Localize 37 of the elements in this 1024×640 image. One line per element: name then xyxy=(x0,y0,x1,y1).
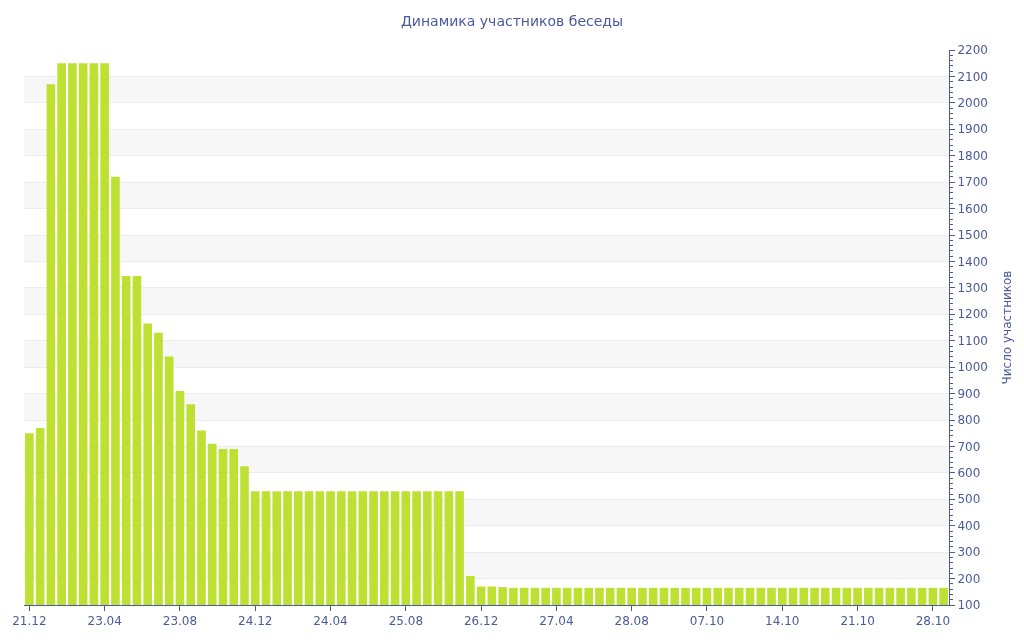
x-tick-label: 25.08 xyxy=(388,614,424,629)
x-tick-label: 23.08 xyxy=(162,614,198,629)
y-tick-label: 1100 xyxy=(957,333,988,348)
y-tick-label: 1000 xyxy=(957,360,988,375)
x-tick-label: 24.04 xyxy=(313,614,348,629)
y-tick-label: 1200 xyxy=(957,307,988,322)
y-tick-label: 200 xyxy=(957,571,981,586)
y-tick-label: 400 xyxy=(957,518,981,533)
x-tick-label: 28.10 xyxy=(915,614,951,629)
y-tick-label: 1300 xyxy=(957,281,988,296)
y-tick-label: 1800 xyxy=(957,148,988,163)
y-tick-label: 500 xyxy=(957,492,981,507)
y-tick-label: 2000 xyxy=(957,96,988,111)
chart-title: Динамика участников беседы xyxy=(400,12,624,29)
y-tick-label: 100 xyxy=(957,598,981,613)
y-axis-title: Число участников xyxy=(999,270,1014,385)
y-tick-label: 1600 xyxy=(957,201,988,216)
y-tick-label: 1900 xyxy=(957,122,988,137)
x-tick-label: 23.04 xyxy=(87,614,122,629)
x-tick-label: 14.10 xyxy=(765,614,800,629)
y-tick-label: 2100 xyxy=(957,69,988,84)
x-tick-label: 07.10 xyxy=(689,614,725,629)
y-tick-label: 300 xyxy=(957,545,981,560)
y-tick-label: 2200 xyxy=(957,43,988,58)
x-tick-label: 27.04 xyxy=(539,614,574,629)
x-tick-label: 24.12 xyxy=(238,614,273,629)
x-tick-label: 26.12 xyxy=(463,614,499,629)
y-tick-label: 600 xyxy=(957,466,981,481)
x-tick-label: 28.08 xyxy=(614,614,649,629)
y-tick-label: 800 xyxy=(957,413,981,428)
x-tick-label: 21.10 xyxy=(840,614,875,629)
y-tick-label: 1700 xyxy=(957,175,988,190)
y-tick-label: 700 xyxy=(957,439,981,454)
y-tick-label: 1500 xyxy=(957,228,988,243)
y-tick-label: 900 xyxy=(957,386,981,401)
y-tick-label: 1400 xyxy=(957,254,988,269)
x-tick-label: 21.12 xyxy=(12,614,47,629)
